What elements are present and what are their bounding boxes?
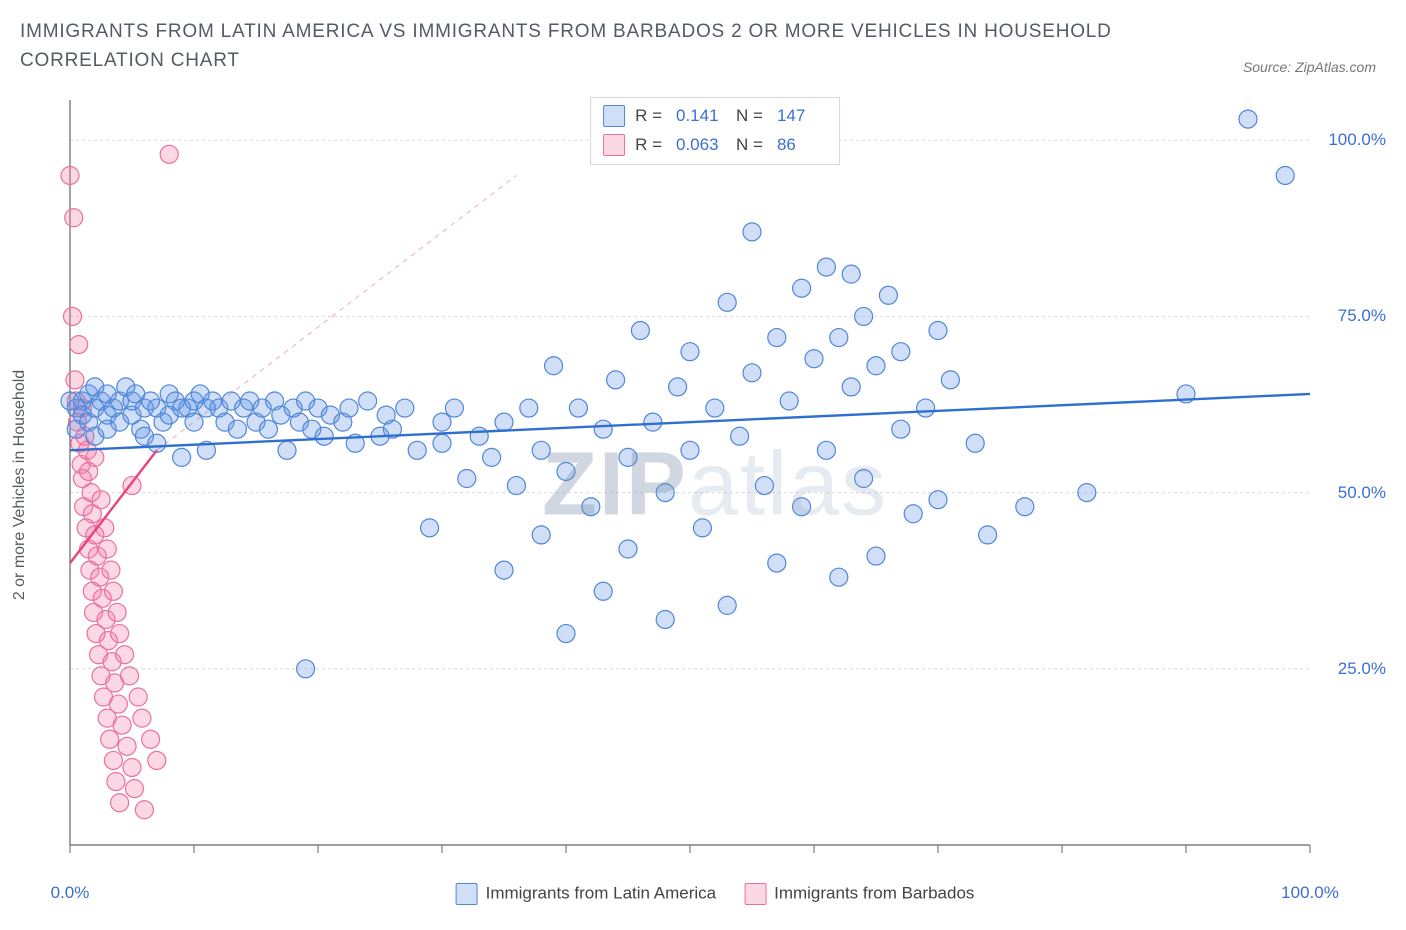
y-tick-label: 50.0%	[1338, 483, 1386, 503]
n-value: 86	[777, 131, 827, 160]
legend-label: Immigrants from Latin America	[486, 883, 717, 902]
legend-item: Immigrants from Latin America	[456, 883, 717, 905]
legend-swatch	[744, 883, 766, 905]
y-tick-label: 100.0%	[1328, 130, 1386, 150]
y-axis-label: 2 or more Vehicles in Household	[11, 370, 29, 600]
x-tick-label: 100.0%	[1281, 883, 1339, 903]
y-tick-label: 75.0%	[1338, 306, 1386, 326]
n-label: N =	[736, 131, 763, 160]
x-tick-label: 0.0%	[51, 883, 90, 903]
source-attribution: Source: ZipAtlas.com	[1243, 59, 1376, 75]
scatter-chart	[50, 95, 1380, 875]
stats-swatch	[603, 105, 625, 127]
stats-legend: R = 0.141 N = 147 R = 0.063 N = 86	[590, 97, 840, 165]
n-value: 147	[777, 102, 827, 131]
legend-item: Immigrants from Barbados	[744, 883, 974, 905]
n-label: N =	[736, 102, 763, 131]
chart-title: IMMIGRANTS FROM LATIN AMERICA VS IMMIGRA…	[20, 18, 1120, 75]
plot-area: 2 or more Vehicles in Household ZIPatlas…	[50, 95, 1380, 875]
legend-label: Immigrants from Barbados	[774, 883, 974, 902]
r-value: 0.063	[676, 131, 726, 160]
r-value: 0.141	[676, 102, 726, 131]
stats-swatch	[603, 134, 625, 156]
stats-row: R = 0.063 N = 86	[603, 131, 827, 160]
stats-row: R = 0.141 N = 147	[603, 102, 827, 131]
r-label: R =	[635, 131, 662, 160]
y-tick-label: 25.0%	[1338, 659, 1386, 679]
series-legend: Immigrants from Latin America Immigrants …	[456, 883, 975, 905]
legend-swatch	[456, 883, 478, 905]
r-label: R =	[635, 102, 662, 131]
